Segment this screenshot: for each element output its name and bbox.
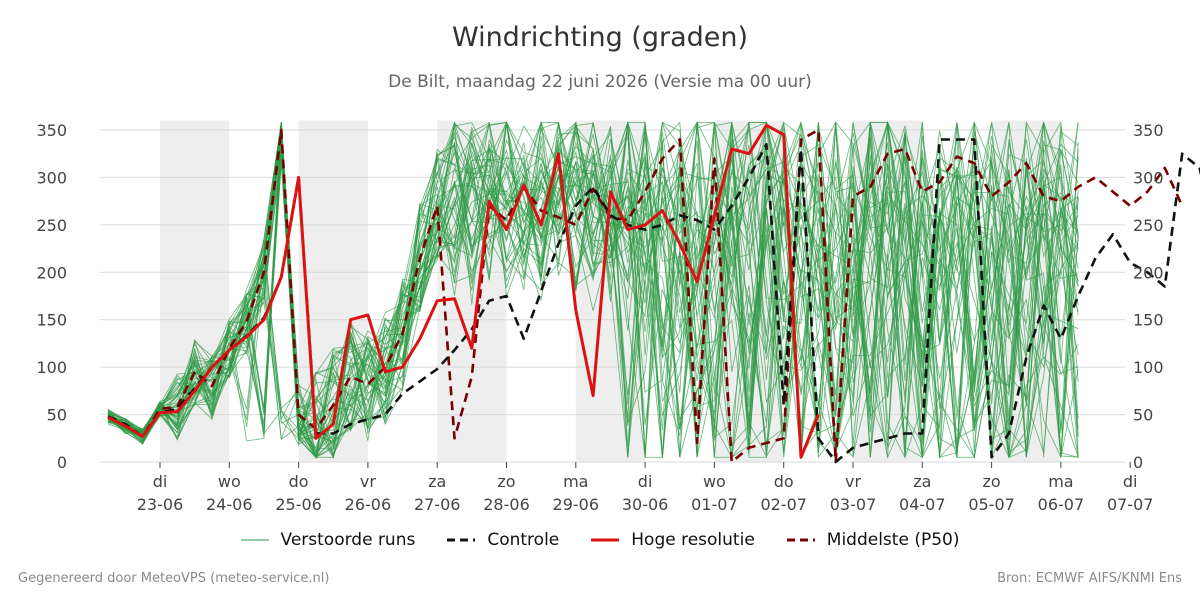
x-tick-date: 30-06 xyxy=(622,495,669,514)
x-tick-day: za xyxy=(913,472,931,491)
y-tick-left-350: 350 xyxy=(36,121,67,140)
axes: 0 0 50 50 100 100 150 150 200 200 250 250 300 300 350 3… xyxy=(36,121,1163,514)
legend-swatch-ensemble xyxy=(240,539,269,541)
x-tick-date: 27-06 xyxy=(414,495,461,514)
x-tick-date: 06-07 xyxy=(1038,495,1085,514)
x-tick-date: 29-06 xyxy=(553,495,600,514)
x-tick-date: 05-07 xyxy=(968,495,1015,514)
x-tick-day: zo xyxy=(497,472,515,491)
legend-swatch-hires xyxy=(591,538,620,542)
x-tick-day: do xyxy=(774,472,794,491)
ensemble-run-line xyxy=(107,128,1079,459)
x-tick-day: ma xyxy=(563,472,588,491)
x-tick-day: di xyxy=(153,472,168,491)
legend-label-control: Controle xyxy=(487,530,560,550)
series-line-middelste-p50- xyxy=(107,128,1184,464)
footer-generated: Gegenereerd door MeteoVPS (meteo-service… xyxy=(18,571,330,586)
chart-subtitle: De Bilt, maandag 22 juni 2026 (Versie ma… xyxy=(388,72,812,92)
x-tick-date: 26-06 xyxy=(345,495,392,514)
x-tick-day: ma xyxy=(1048,472,1073,491)
x-tick-day: wo xyxy=(218,472,241,491)
x-tick-date: 28-06 xyxy=(483,495,530,514)
x-tick-day: zo xyxy=(983,472,1001,491)
y-tick-right-100: 100 xyxy=(1133,358,1164,377)
y-tick-left-300: 300 xyxy=(36,168,67,187)
y-tick-right-200: 200 xyxy=(1133,263,1164,282)
legend-swatch-control xyxy=(447,538,476,542)
x-tick-day: za xyxy=(428,472,446,491)
y-tick-left-250: 250 xyxy=(36,216,67,235)
y-tick-right-150: 150 xyxy=(1133,311,1164,330)
x-tick-date: 02-07 xyxy=(760,495,807,514)
ensemble-run-line xyxy=(107,122,1079,459)
legend-item-ensemble: Verstoorde runs xyxy=(240,530,416,550)
x-tick-day: vr xyxy=(845,472,861,491)
x-tick-date: 23-06 xyxy=(137,495,184,514)
chart-title: Windrichting (graden) xyxy=(451,22,749,53)
legend-label-median: Middelste (P50) xyxy=(826,530,960,550)
x-tick-date: 25-06 xyxy=(275,495,322,514)
y-tick-left-150: 150 xyxy=(36,311,67,330)
y-tick-right-0: 0 xyxy=(1133,453,1143,472)
series-line-hoge-resolutie xyxy=(107,123,820,459)
footer-source: Bron: ECMWF AIFS/KNMI Ens xyxy=(997,571,1182,586)
legend-item-control: Controle xyxy=(447,530,559,550)
y-tick-right-300: 300 xyxy=(1133,168,1164,187)
x-tick-day: vr xyxy=(360,472,376,491)
x-tick-day: do xyxy=(289,472,309,491)
x-tick-date: 01-07 xyxy=(691,495,738,514)
legend: Verstoorde runs Controle Hoge resolutie … xyxy=(0,530,1200,550)
legend-label-ensemble: Verstoorde runs xyxy=(280,530,416,550)
y-tick-right-350: 350 xyxy=(1133,121,1164,140)
y-tick-right-50: 50 xyxy=(1133,406,1153,425)
ensemble-run-line xyxy=(107,121,1079,458)
legend-item-hires: Hoge resolutie xyxy=(591,530,755,550)
main-series-lines xyxy=(107,123,1200,464)
y-tick-left-100: 100 xyxy=(36,358,67,377)
x-tick-date: 03-07 xyxy=(830,495,877,514)
x-tick-date: 04-07 xyxy=(899,495,946,514)
y-tick-left-0: 0 xyxy=(57,453,67,472)
y-tick-left-50: 50 xyxy=(47,406,67,425)
y-tick-left-200: 200 xyxy=(36,263,67,282)
legend-label-hires: Hoge resolutie xyxy=(631,530,755,550)
x-tick-day: di xyxy=(1123,472,1138,491)
x-tick-day: di xyxy=(638,472,653,491)
legend-item-median: Middelste (P50) xyxy=(786,530,960,550)
x-tick-day: wo xyxy=(703,472,726,491)
y-tick-right-250: 250 xyxy=(1133,216,1164,235)
x-tick-date: 24-06 xyxy=(206,495,253,514)
x-tick-date: 07-07 xyxy=(1107,495,1154,514)
legend-swatch-median xyxy=(786,538,815,542)
